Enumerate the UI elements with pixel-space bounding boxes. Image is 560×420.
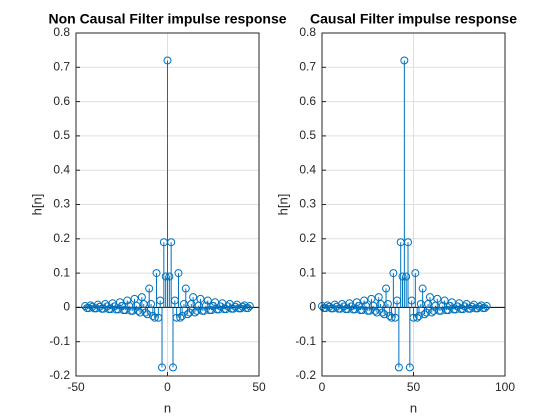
stem-marker: [482, 302, 491, 311]
chart-title: Non Causal Filter impulse response: [48, 11, 286, 27]
stem-marker: [427, 308, 436, 317]
x-tick-label: 50: [407, 380, 421, 394]
stem-marker: [168, 363, 177, 372]
chart-title: Causal Filter impulse response: [310, 11, 517, 27]
y-tick-label: 0.3: [299, 197, 316, 211]
y-tick-label: -0.2: [295, 368, 316, 382]
stem-marker: [440, 296, 449, 305]
y-tick-label: -0.1: [295, 334, 316, 348]
y-tick-label: 0.4: [53, 162, 70, 176]
axes: -0.2 -0.1 0 0.1 0.2 0.3 0.4 0.5 0.6 0.7 0.8 0 50 100 C…: [275, 11, 517, 416]
y-axis-label: h[n]: [275, 194, 290, 216]
stem-marker: [372, 308, 381, 317]
stem-marker: [360, 296, 369, 305]
stem-marker: [152, 269, 161, 278]
stem-marker: [189, 293, 198, 302]
stem-marker: [158, 363, 167, 372]
stem-marker: [413, 313, 422, 322]
stem-marker: [244, 304, 253, 313]
y-axis-label: h[n]: [29, 194, 44, 216]
stem-marker: [143, 310, 152, 319]
stem-marker: [163, 56, 172, 65]
stem-marker: [404, 238, 413, 247]
y-tick-label: 0.8: [299, 25, 316, 39]
axes-box: [75, 32, 260, 377]
y-tick-label: 0.6: [53, 94, 70, 108]
stem-marker: [181, 284, 190, 293]
y-tick-label: 0.3: [53, 197, 70, 211]
stem-marker: [136, 308, 145, 317]
stem-marker: [128, 306, 137, 315]
x-tick-label: 50: [252, 380, 266, 394]
y-tick-label: 0.1: [53, 265, 70, 279]
stem-marker: [378, 308, 387, 317]
stem-marker: [145, 284, 154, 293]
y-tick-label: 0.2: [299, 231, 316, 245]
stem-marker: [147, 299, 156, 308]
stem-marker: [132, 301, 141, 310]
y-tick-label: 0.5: [53, 128, 70, 142]
stem-marker: [167, 238, 176, 247]
stem-marker: [141, 308, 150, 317]
stem-marker: [176, 313, 185, 322]
stem-marker: [414, 311, 423, 320]
stem-marker: [480, 304, 489, 313]
stem-marker: [123, 296, 132, 305]
y-tick-label: 0.4: [299, 162, 316, 176]
y-tick-label: 0: [63, 300, 70, 314]
y-tick-label: 0.7: [53, 59, 70, 73]
stem-marker: [203, 296, 212, 305]
stem-marker: [174, 269, 183, 278]
x-axis-label: n: [410, 400, 417, 415]
stem-marker: [400, 56, 409, 65]
stem-marker: [352, 298, 361, 307]
stem-marker: [420, 310, 429, 319]
stem-marker: [183, 310, 192, 319]
stem-marker: [422, 308, 431, 317]
stem-marker: [245, 302, 254, 311]
y-tick-label: -0.2: [49, 368, 70, 382]
stem-marker: [148, 311, 157, 320]
y-tick-label: 0.7: [299, 59, 316, 73]
stem-marker: [380, 310, 389, 319]
stem-marker: [185, 308, 194, 317]
axes-box: [321, 32, 506, 377]
y-tick-label: 0.5: [299, 128, 316, 142]
stem-marker: [369, 301, 378, 310]
stem-marker: [165, 272, 174, 281]
stem-marker: [402, 272, 411, 281]
stem-marker: [418, 284, 427, 293]
stem-marker: [190, 308, 199, 317]
stem-marker: [365, 306, 374, 315]
y-tick-label: 0: [309, 300, 316, 314]
stem-marker: [394, 363, 403, 372]
x-tick-label: -50: [67, 380, 85, 394]
y-tick-label: 0.8: [53, 25, 70, 39]
stem-marker: [382, 284, 391, 293]
stem-marker: [425, 293, 434, 302]
y-tick-label: 0.2: [53, 231, 70, 245]
stem-marker: [134, 306, 143, 315]
y-tick-label: 0.1: [299, 265, 316, 279]
stem-marker: [405, 363, 414, 372]
stem-marker: [385, 311, 394, 320]
axes: -0.2 -0.1 0 0.1 0.2 0.3 0.4 0.5 0.6 0.7 0.8 -50 0 50 N…: [29, 11, 286, 416]
stem-marker: [389, 269, 398, 278]
y-tick-label: -0.1: [49, 334, 70, 348]
stem-marker: [411, 269, 420, 278]
x-tick-label: 0: [164, 380, 171, 394]
stem-marker: [371, 306, 380, 315]
x-tick-label: 0: [319, 380, 326, 394]
stem-marker: [196, 294, 205, 303]
x-tick-label: 100: [495, 380, 515, 394]
stem-marker: [433, 294, 442, 303]
y-tick-label: 0.6: [299, 94, 316, 108]
stem-marker: [115, 298, 124, 307]
x-axis-label: n: [164, 400, 171, 415]
stem-marker: [178, 311, 187, 320]
stem-marker: [383, 299, 392, 308]
